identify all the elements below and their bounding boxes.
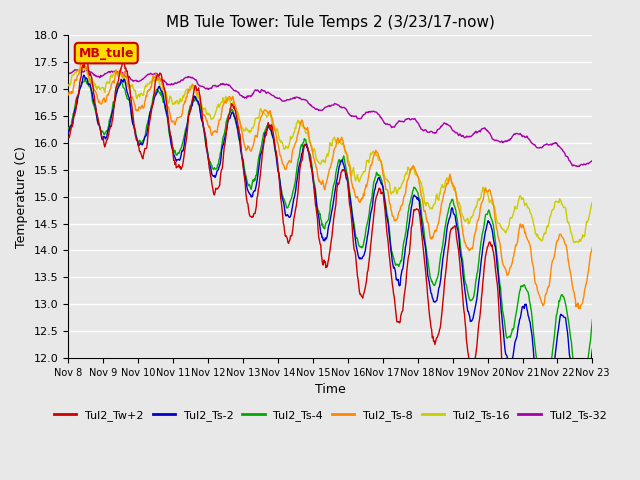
Text: MB_tule: MB_tule xyxy=(79,47,134,60)
Legend: Tul2_Tw+2, Tul2_Ts-2, Tul2_Ts-4, Tul2_Ts-8, Tul2_Ts-16, Tul2_Ts-32: Tul2_Tw+2, Tul2_Ts-2, Tul2_Ts-4, Tul2_Ts… xyxy=(50,406,611,425)
Title: MB Tule Tower: Tule Temps 2 (3/23/17-now): MB Tule Tower: Tule Temps 2 (3/23/17-now… xyxy=(166,15,495,30)
X-axis label: Time: Time xyxy=(315,383,346,396)
Y-axis label: Temperature (C): Temperature (C) xyxy=(15,146,28,248)
